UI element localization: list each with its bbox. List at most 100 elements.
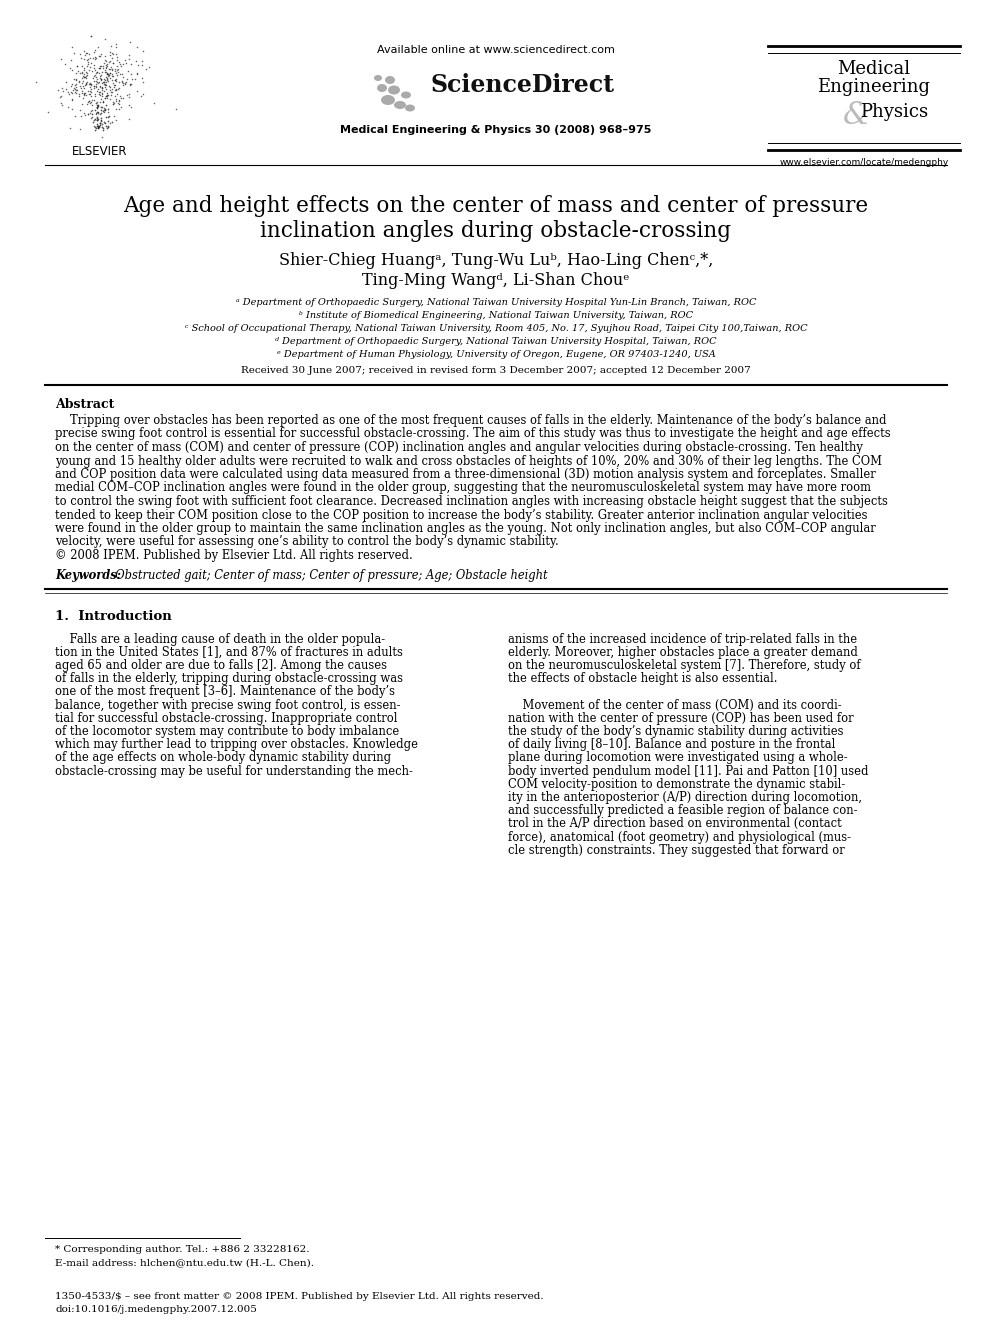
Point (82, 93, 98, 114)
Point (108, 44, 124, 65)
Point (67, 105, 83, 126)
Point (86, 41, 102, 62)
Point (82, 101, 98, 122)
Point (121, 44, 137, 65)
Point (92, 103, 108, 124)
Point (92, 85, 108, 106)
Point (98, 56, 114, 77)
Point (136, 71, 152, 93)
Point (83, 79, 99, 101)
Text: Received 30 June 2007; received in revised form 3 December 2007; accepted 12 Dec: Received 30 June 2007; received in revis… (241, 366, 751, 374)
Point (105, 93, 121, 114)
Point (108, 78, 124, 99)
Point (75, 49, 91, 70)
Point (97, 85, 113, 106)
Text: * Corresponding author. Tel.: +886 2 33228162.: * Corresponding author. Tel.: +886 2 332… (55, 1245, 310, 1254)
Point (73, 62, 89, 83)
Point (87, 70, 103, 91)
Point (77, 42, 93, 64)
Point (111, 90, 127, 111)
Point (76, 102, 92, 123)
Text: the study of the body’s dynamic stability during activities: the study of the body’s dynamic stabilit… (508, 725, 843, 738)
Point (96, 71, 112, 93)
Point (75, 85, 91, 106)
Point (127, 69, 143, 90)
Point (94, 127, 110, 148)
Point (91, 71, 107, 93)
Point (123, 97, 139, 118)
Point (86, 115, 102, 136)
Point (121, 94, 137, 115)
Text: inclination angles during obstacle-crossing: inclination angles during obstacle-cross… (261, 220, 731, 242)
Point (102, 62, 118, 83)
Point (90, 102, 106, 123)
Text: Shier-Chieg Huangᵃ, Tung-Wu Luᵇ, Hao-Ling Chenᶜ,*,: Shier-Chieg Huangᵃ, Tung-Wu Luᵇ, Hao-Lin… (279, 251, 713, 269)
Point (102, 62, 118, 83)
Point (113, 56, 129, 77)
Point (101, 75, 117, 97)
Point (72, 119, 88, 140)
Point (87, 119, 103, 140)
Point (63, 99, 79, 120)
Text: Available online at www.sciencedirect.com: Available online at www.sciencedirect.co… (377, 45, 615, 56)
Point (56, 81, 71, 102)
Point (136, 41, 152, 62)
Point (82, 48, 98, 69)
Point (134, 50, 150, 71)
Point (86, 71, 102, 93)
Point (80, 49, 96, 70)
Point (82, 25, 98, 46)
Point (99, 87, 115, 108)
Point (89, 61, 105, 82)
Point (88, 115, 104, 136)
Point (121, 83, 137, 105)
Point (86, 78, 102, 99)
Point (111, 52, 127, 73)
Point (129, 81, 145, 102)
Ellipse shape (374, 75, 382, 81)
Point (98, 62, 114, 83)
Point (101, 65, 117, 86)
Point (98, 57, 114, 78)
Point (82, 57, 98, 78)
Text: to control the swing foot with sufficient foot clearance. Decreased inclination : to control the swing foot with sufficien… (55, 495, 888, 508)
Point (84, 95, 100, 116)
Point (93, 108, 109, 130)
Point (72, 75, 88, 97)
Point (71, 71, 87, 93)
Point (94, 83, 110, 105)
Point (110, 93, 126, 114)
Point (75, 87, 91, 108)
Text: ᵉ Department of Human Physiology, University of Oregon, Eugene, OR 97403-1240, U: ᵉ Department of Human Physiology, Univer… (277, 351, 715, 359)
Point (107, 70, 123, 91)
Point (72, 78, 88, 99)
Point (95, 91, 111, 112)
Point (97, 74, 113, 95)
Point (98, 106, 114, 127)
Point (76, 82, 92, 103)
Point (97, 95, 113, 116)
Point (134, 67, 150, 89)
Text: medial COM–COP inclination angles were found in the older group, suggesting that: medial COM–COP inclination angles were f… (55, 482, 871, 495)
Point (87, 93, 103, 114)
Point (123, 73, 139, 94)
Point (68, 67, 84, 89)
Point (97, 29, 113, 50)
Point (104, 64, 120, 85)
Point (96, 81, 112, 102)
Point (62, 83, 77, 105)
Point (88, 97, 104, 118)
Point (75, 70, 91, 91)
Text: balance, together with precise swing foot control, is essen-: balance, together with precise swing foo… (55, 699, 401, 712)
Point (115, 66, 131, 87)
Point (84, 99, 100, 120)
Point (73, 106, 89, 127)
Point (119, 85, 135, 106)
Point (106, 77, 122, 98)
Point (81, 91, 97, 112)
Point (74, 82, 90, 103)
Point (129, 64, 145, 85)
Point (84, 103, 100, 124)
Text: Medical Engineering & Physics 30 (2008) 968–975: Medical Engineering & Physics 30 (2008) … (340, 124, 652, 135)
Point (92, 108, 108, 130)
